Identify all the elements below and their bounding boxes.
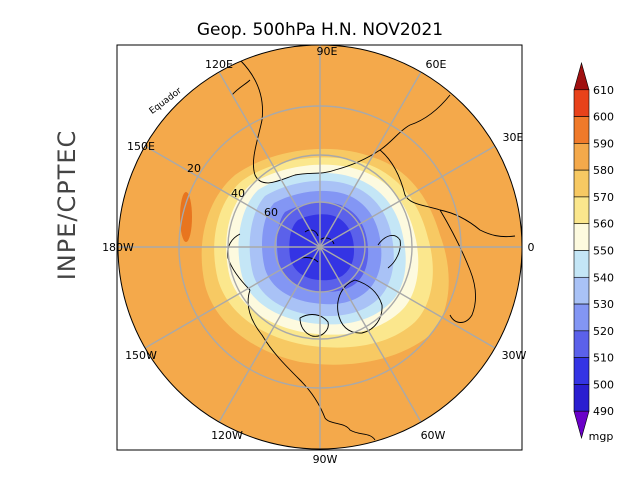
colorbar-swatch xyxy=(573,250,590,278)
colorbar-level-label: 540 xyxy=(593,271,614,284)
coast-scandinavia xyxy=(377,234,401,269)
lon-label-30w: 30W xyxy=(502,349,527,362)
coast-north-america xyxy=(247,289,376,441)
agency-label: INPE/CPTEC xyxy=(53,130,81,281)
colorbar-bottom-arrow xyxy=(573,410,590,440)
colorbar-swatch xyxy=(573,384,590,412)
colorbar-level-label: 560 xyxy=(593,218,614,231)
meridian-30w xyxy=(319,246,496,349)
lon-label-60e: 60E xyxy=(426,58,447,71)
colorbar-level-label: 600 xyxy=(593,111,614,124)
colorbar-top-arrow xyxy=(573,61,590,91)
lon-label-180w: 180W xyxy=(102,241,134,254)
colorbar-level-label: 570 xyxy=(593,191,614,204)
coast-hudson xyxy=(299,314,329,337)
lon-label-150e: 150E xyxy=(127,140,155,153)
colorbar-level-label: 530 xyxy=(593,298,614,311)
graticule xyxy=(118,45,522,449)
colorbar-unit: mgp xyxy=(589,430,614,443)
colorbar-swatch xyxy=(573,303,590,332)
meridian-150w xyxy=(144,246,321,349)
colorbar-level-label: 520 xyxy=(593,325,614,338)
meridian-120e xyxy=(218,71,321,248)
colorbar-swatch xyxy=(573,330,590,358)
colorbar-level-label: 500 xyxy=(593,378,614,391)
lon-label-90w: 90W xyxy=(313,453,338,466)
colorbar-swatch xyxy=(573,116,590,144)
coastlines xyxy=(227,59,516,441)
colorbar-level-label: 590 xyxy=(593,137,614,150)
colorbar-level-label: 550 xyxy=(593,245,614,258)
colorbar-swatch xyxy=(573,89,590,117)
meridian-60w xyxy=(319,246,422,423)
lon-label-60w: 60W xyxy=(421,429,446,442)
lat-label-40: 40 xyxy=(231,187,245,200)
lon-label-90e: 90E xyxy=(317,45,338,58)
colorbar-level-label: 490 xyxy=(593,405,614,418)
meridian-120w xyxy=(218,246,321,423)
hemisphere-outline xyxy=(117,44,523,450)
lon-label-30e: 30E xyxy=(503,131,524,144)
colorbar-swatch xyxy=(573,196,590,225)
coast-japan xyxy=(231,79,251,96)
colorbar-level-label: 580 xyxy=(593,164,614,177)
lat-label-20: 20 xyxy=(187,162,201,175)
latitude-labels: 20 40 60 xyxy=(187,162,278,219)
meridian-150e xyxy=(144,145,321,248)
meridian-30e xyxy=(319,145,496,248)
colorbar: 610 600 590 580 570 560 550 540 530 520 510 500 490 xyxy=(573,61,614,440)
lon-label-120e: 120E xyxy=(205,58,233,71)
colorbar-swatch xyxy=(573,143,590,171)
contour-590-600 xyxy=(180,192,192,242)
coast-asia xyxy=(239,59,451,184)
colorbar-level-label: 510 xyxy=(593,352,614,365)
coast-africa xyxy=(439,209,477,323)
lon-label-150w: 150W xyxy=(125,349,157,362)
longitude-labels: 90E 60E 30E 0 30W 60W 90W 120W 150W 180W… xyxy=(102,45,534,466)
colorbar-swatch xyxy=(573,357,590,385)
map-title: Geop. 500hPa H.N. NOV2021 xyxy=(197,20,443,40)
lat-label-60: 60 xyxy=(264,206,278,219)
meridian-60e xyxy=(319,71,422,248)
lon-label-120w: 120W xyxy=(211,429,243,442)
colorbar-swatch xyxy=(573,169,590,198)
colorbar-swatch xyxy=(573,223,590,251)
colorbar-level-label: 610 xyxy=(593,84,614,97)
coast-greenland xyxy=(337,279,383,334)
lon-label-0: 0 xyxy=(528,241,535,254)
colorbar-swatch xyxy=(573,276,590,305)
